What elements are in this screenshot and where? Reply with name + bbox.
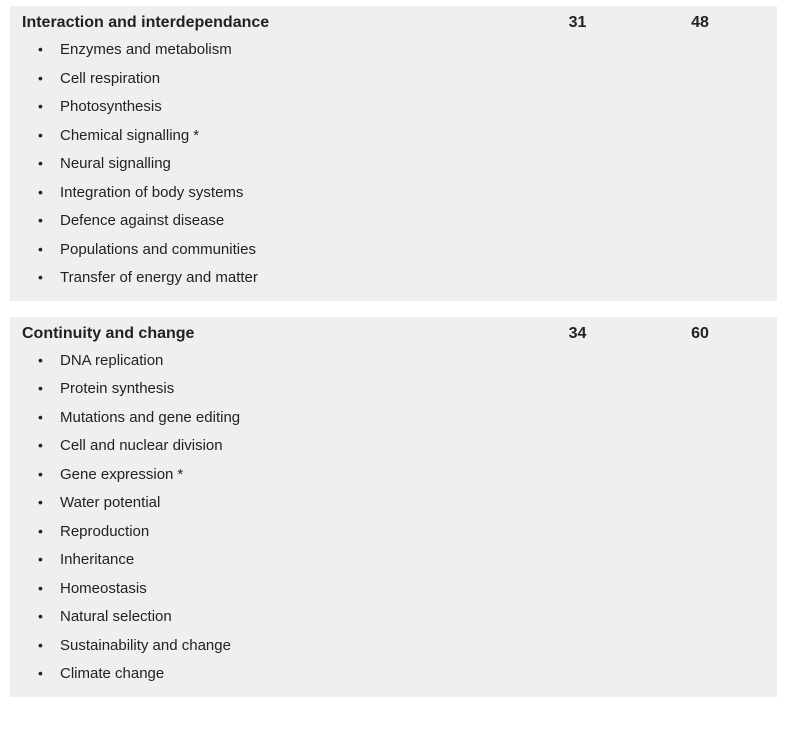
item-label: Neural signalling — [60, 155, 171, 172]
section-interaction: Interaction and interdependance 31 48 En… — [10, 6, 777, 301]
list-item: Neural signalling — [38, 150, 510, 179]
item-label: Defence against disease — [60, 212, 224, 229]
star-icon: * — [189, 127, 199, 144]
list-item: Chemical signalling* — [38, 122, 510, 151]
list-item: Enzymes and metabolism — [38, 36, 510, 65]
item-label: Cell and nuclear division — [60, 437, 223, 454]
list-item: DNA replication — [38, 347, 510, 376]
item-label: Mutations and gene editing — [60, 409, 240, 426]
item-label: Natural selection — [60, 608, 172, 625]
item-label: Chemical signalling — [60, 127, 189, 144]
list-item: Natural selection — [38, 603, 510, 632]
list-item: Inheritance — [38, 546, 510, 575]
item-label: Cell respiration — [60, 70, 160, 87]
item-label: Homeostasis — [60, 580, 147, 597]
section-col1: 34 — [520, 323, 635, 345]
item-label: Protein synthesis — [60, 380, 174, 397]
list-item: Climate change — [38, 660, 510, 689]
page: Interaction and interdependance 31 48 En… — [0, 0, 787, 729]
list-item: Cell and nuclear division — [38, 432, 510, 461]
item-label: Populations and communities — [60, 241, 256, 258]
list-item: Water potential — [38, 489, 510, 518]
list-item: Transfer of energy and matter — [38, 264, 510, 293]
item-label: Water potential — [60, 494, 160, 511]
item-label: Sustainability and change — [60, 637, 231, 654]
item-label: Photosynthesis — [60, 98, 162, 115]
list-item: Homeostasis — [38, 575, 510, 604]
section-title: Continuity and change — [10, 323, 520, 345]
list-item: Photosynthesis — [38, 93, 510, 122]
list-item: Gene expression* — [38, 461, 510, 490]
list-item: Defence against disease — [38, 207, 510, 236]
item-label: Transfer of energy and matter — [60, 269, 258, 286]
list-item: Cell respiration — [38, 65, 510, 94]
section-header-row: Continuity and change 34 60 — [10, 323, 777, 345]
item-label: Inheritance — [60, 551, 134, 568]
section-col2: 60 — [635, 323, 765, 345]
item-label: DNA replication — [60, 352, 163, 369]
item-label: Climate change — [60, 665, 164, 682]
list-item: Mutations and gene editing — [38, 404, 510, 433]
list-item: Protein synthesis — [38, 375, 510, 404]
section-continuity: Continuity and change 34 60 DNA replicat… — [10, 317, 777, 697]
section-col2: 48 — [635, 12, 765, 34]
section-col1: 31 — [520, 12, 635, 34]
item-label: Gene expression — [60, 466, 173, 483]
star-icon: * — [173, 466, 183, 483]
item-label: Enzymes and metabolism — [60, 41, 232, 58]
list-item: Integration of body systems — [38, 179, 510, 208]
item-list: Enzymes and metabolism Cell respiration … — [10, 36, 510, 293]
list-item: Populations and communities — [38, 236, 510, 265]
list-item: Reproduction — [38, 518, 510, 547]
section-header-row: Interaction and interdependance 31 48 — [10, 12, 777, 34]
item-label: Reproduction — [60, 523, 149, 540]
section-title: Interaction and interdependance — [10, 12, 520, 34]
item-list: DNA replication Protein synthesis Mutati… — [10, 347, 510, 689]
item-label: Integration of body systems — [60, 184, 243, 201]
list-item: Sustainability and change — [38, 632, 510, 661]
